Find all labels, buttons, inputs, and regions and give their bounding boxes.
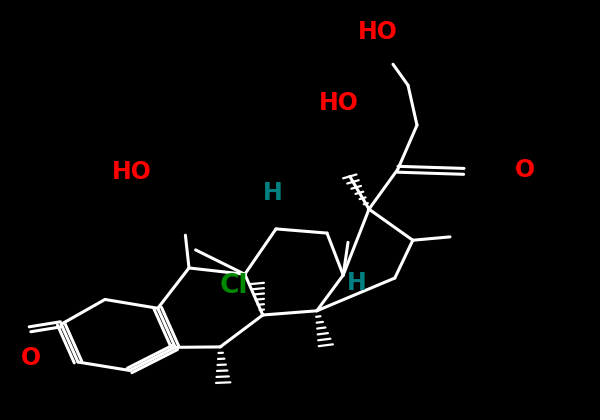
Text: O: O xyxy=(21,346,41,370)
Text: HO: HO xyxy=(319,91,359,115)
Text: HO: HO xyxy=(112,160,152,184)
Text: H: H xyxy=(347,271,367,296)
Text: O: O xyxy=(515,158,535,182)
Text: Cl: Cl xyxy=(220,273,248,299)
Text: HO: HO xyxy=(358,19,398,44)
Text: H: H xyxy=(263,181,283,205)
